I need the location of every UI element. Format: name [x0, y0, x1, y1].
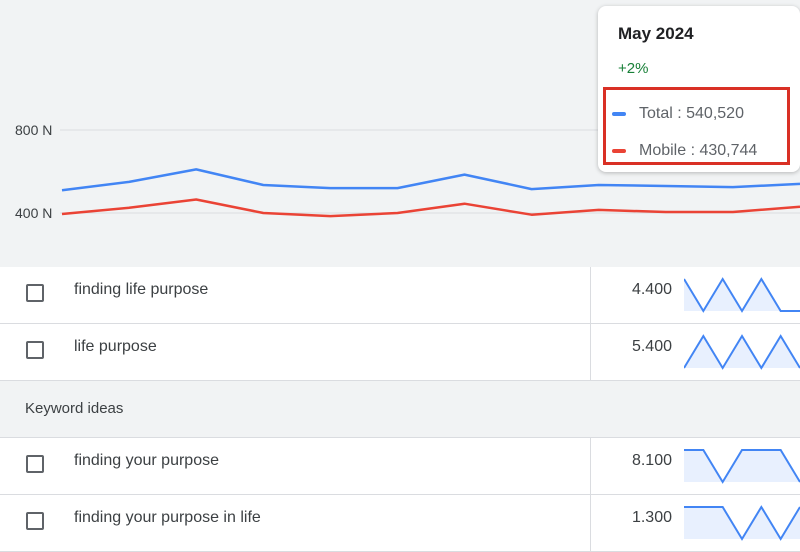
sparkline-area: [684, 336, 800, 368]
tooltip-change: +2%: [618, 60, 649, 77]
row-checkbox[interactable]: [26, 455, 44, 473]
trend-sparkline: [684, 449, 800, 484]
chart-tooltip: May 2024 +2% Total : 540,520 Mobile : 43…: [598, 6, 800, 172]
keyword-table: finding life purpose 4.400 life purpose …: [0, 267, 800, 552]
tooltip-title: May 2024: [618, 24, 694, 43]
column-divider: [590, 438, 591, 494]
sparkline-area: [684, 507, 800, 539]
volume-cell: 8.100: [631, 452, 672, 469]
keyword-cell: finding your purpose: [74, 452, 219, 469]
total-swatch: [612, 112, 626, 116]
sparkline-line: [684, 334, 800, 370]
table-row: finding your purpose 8.100: [0, 438, 800, 495]
volume-cell: 1.300: [631, 509, 672, 526]
volume-cell: 4.400: [631, 281, 672, 298]
sparkline-line: [684, 449, 800, 484]
trend-sparkline: [684, 334, 800, 370]
tooltip-item-label: Mobile : 430,744: [639, 142, 758, 159]
row-checkbox[interactable]: [26, 341, 44, 359]
row-checkbox[interactable]: [26, 512, 44, 530]
sparkline-area: [684, 279, 800, 311]
volume-cell: 5.400: [631, 338, 672, 355]
column-divider: [590, 324, 591, 380]
table-row: finding your purpose in life 1.300: [0, 495, 800, 552]
tooltip-item-total: Total : 540,520: [612, 105, 744, 123]
column-divider: [590, 267, 591, 323]
y-tick-label: 400 N: [15, 205, 52, 221]
keyword-cell: finding your purpose in life: [74, 509, 261, 526]
row-checkbox[interactable]: [26, 284, 44, 302]
tooltip-item-mobile: Mobile : 430,744: [612, 142, 757, 160]
series-line-total: [61, 168, 800, 192]
sparkline-line: [684, 277, 800, 313]
trend-sparkline: [684, 505, 800, 541]
section-label: Keyword ideas: [25, 400, 124, 417]
y-tick-label: 800 N: [15, 122, 52, 138]
mobile-swatch: [612, 149, 626, 153]
sparkline-area: [684, 450, 800, 482]
tooltip-item-label: Total : 540,520: [639, 105, 744, 122]
trend-sparkline: [684, 277, 800, 313]
trend-chart-svg: 800 N 400 N: [15, 122, 800, 221]
column-divider: [590, 495, 591, 551]
section-header-keyword-ideas: Keyword ideas: [0, 381, 800, 438]
tooltip-highlight-box: [603, 87, 790, 165]
series-line-mobile: [61, 198, 800, 218]
table-row: finding life purpose 4.400: [0, 267, 800, 324]
keyword-cell: life purpose: [74, 338, 157, 355]
table-row: life purpose 5.400: [0, 324, 800, 381]
keyword-cell: finding life purpose: [74, 281, 209, 298]
